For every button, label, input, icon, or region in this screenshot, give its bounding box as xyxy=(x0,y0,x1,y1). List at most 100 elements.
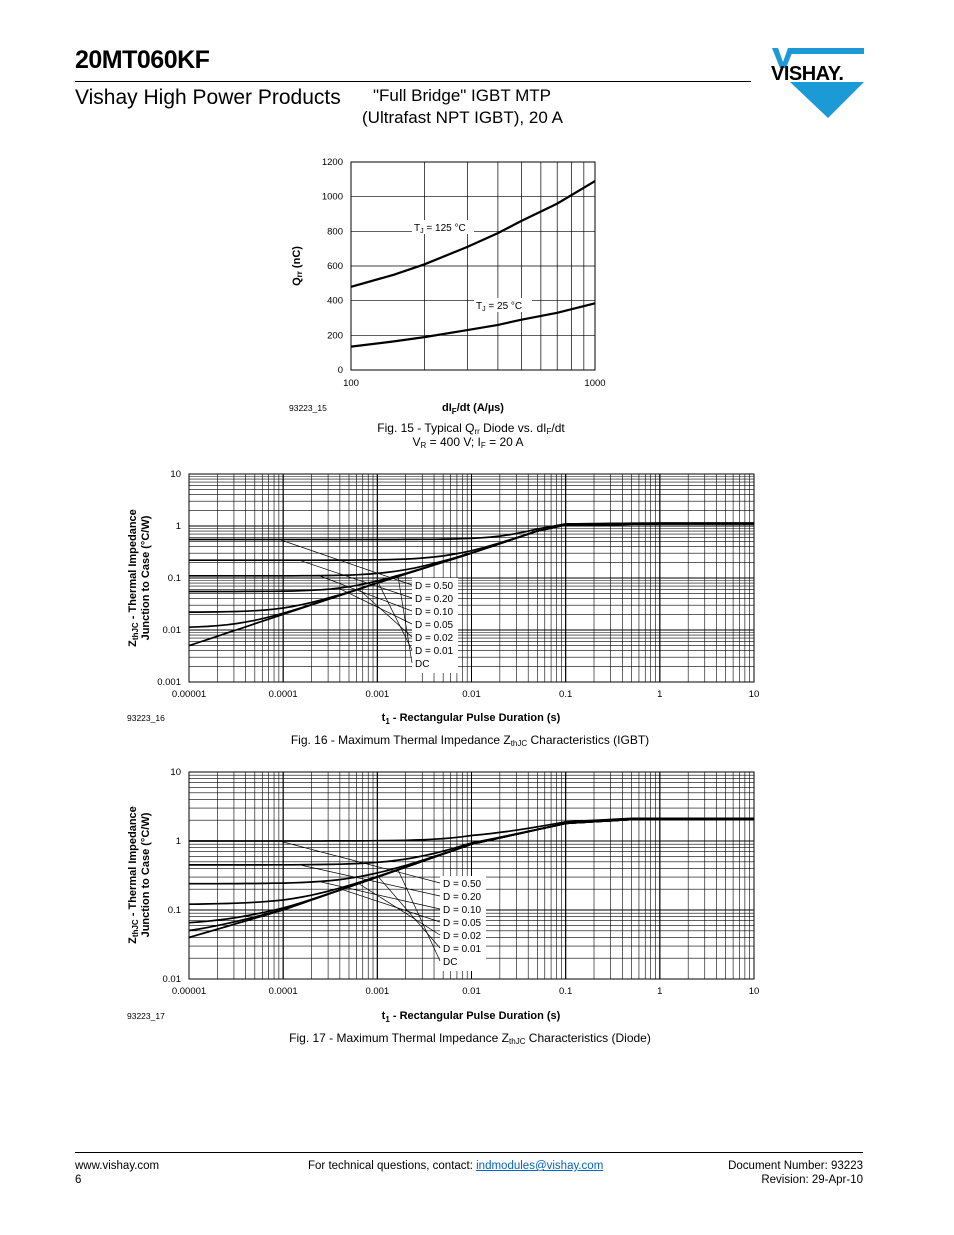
footer-rule xyxy=(75,1152,863,1153)
fig17-curve-dc xyxy=(188,818,754,939)
header-rule xyxy=(75,81,751,82)
fig17-curve-d-0-50 xyxy=(189,817,754,842)
fig17-legend-entry: DC xyxy=(443,957,457,968)
fig17-x-tick-label: 1 xyxy=(657,986,662,997)
product-title-line2: (Ultrafast NPT IGBT), 20 A xyxy=(362,108,563,127)
fig16-legend-entry: D = 0.02 xyxy=(415,633,454,644)
fig15-y-axis-label: Qrr (nC) xyxy=(291,246,304,286)
fig15-x-axis-label: dIF/dt (A/µs) xyxy=(442,402,504,416)
fig16-curve-dc xyxy=(188,522,754,647)
figure-16: D = 0.50 D = 0.20 D = 0.10 D = 0.05 D = 0.02… xyxy=(127,469,759,748)
fig16-legend-leader xyxy=(318,575,413,612)
logo-wordmark: VISHAY. xyxy=(771,63,843,85)
fig17-y-axis-label-line2: Junction to Case (°C/W) xyxy=(140,812,152,937)
fig16-grid xyxy=(188,473,755,683)
fig16-x-tick-label: 0.00001 xyxy=(172,689,206,700)
fig17-y-axis-label: ZthJC - Thermal Impedance xyxy=(127,806,140,944)
fig16-x-tick-label: 0.1 xyxy=(559,689,572,700)
fig16-legend-entry: D = 0.01 xyxy=(415,646,454,657)
fig17-x-tick-label: 0.01 xyxy=(462,986,481,997)
division-title: Vishay High Power Products xyxy=(75,86,341,109)
fig17-y-tick-label: 10 xyxy=(170,767,181,778)
fig15-line-tj125 xyxy=(350,180,596,288)
fig16-x-ticks: 0.00001 0.0001 0.001 0.01 0.1 1 10 xyxy=(172,689,759,700)
part-number: 20MT060KF xyxy=(75,46,210,74)
fig16-y-axis-label-line2: Junction to Case (°C/W) xyxy=(140,515,152,640)
fig17-legend-leader xyxy=(299,864,441,897)
footer-revision: Revision: 29-Apr-10 xyxy=(761,1174,863,1186)
contact-email-link[interactable]: indmodules@vishay.com xyxy=(476,1160,604,1172)
fig17-x-ticks: 0.00001 0.0001 0.001 0.01 0.1 1 10 xyxy=(172,986,759,997)
fig15-y-tick-label: 800 xyxy=(327,226,343,237)
fig17-legend-entry: D = 0.20 xyxy=(443,892,482,903)
fig17-legend-leader xyxy=(318,881,441,910)
fig15-caption: Fig. 15 - Typical Qrr Diode vs. dIF/dt xyxy=(377,421,565,436)
fig15-x-tick-label: 1000 xyxy=(584,378,605,389)
fig17-legend: D = 0.50 D = 0.20 D = 0.10 D = 0.05 D = 0.02… xyxy=(279,840,486,971)
fig16-y-tick-label: 0.001 xyxy=(157,677,181,688)
footer-contact: For technical questions, contact: indmod… xyxy=(308,1160,603,1172)
fig15-caption-line2: VR = 400 V; IF = 20 A xyxy=(413,435,524,450)
logo-mark-left xyxy=(772,48,794,68)
fig16-x-tick-label: 0.01 xyxy=(462,689,481,700)
fig16-y-tick-label: 0.1 xyxy=(168,573,181,584)
fig15-x-tick-label: 100 xyxy=(343,378,359,389)
fig16-x-tick-label: 0.0001 xyxy=(269,689,298,700)
fig17-y-tick-label: 0.1 xyxy=(168,905,181,916)
fig17-legend-entry: D = 0.02 xyxy=(443,931,482,942)
fig15-series-label-25: TJ = 25 °C xyxy=(476,301,522,313)
fig16-legend-leader xyxy=(358,588,413,638)
fig16-x-tick-label: 0.001 xyxy=(365,689,389,700)
fig15-y-ticks: 0 200 400 600 800 1000 1200 xyxy=(322,157,343,376)
fig15-x-ticks: 100 1000 xyxy=(343,378,606,389)
fig17-x-tick-label: 0.1 xyxy=(559,986,572,997)
fig15-series xyxy=(350,180,596,348)
fig17-x-tick-label: 0.0001 xyxy=(269,986,298,997)
fig17-legend-leader xyxy=(279,840,441,884)
figure-15: 0 200 400 600 800 1000 1200 100 1000 TJ = 125 °… xyxy=(289,157,606,450)
fig17-series xyxy=(188,817,754,939)
fig16-y-axis-label: ZthJC - Thermal Impedance xyxy=(127,509,140,647)
fig17-y-tick-label: 1 xyxy=(176,836,181,847)
fig17-y-ticks: 0.01 0.1 1 10 xyxy=(163,767,182,985)
logo-bar-top xyxy=(790,48,864,54)
fig17-legend-entry: D = 0.10 xyxy=(443,905,482,916)
fig16-y-tick-label: 10 xyxy=(170,469,181,480)
fig16-y-tick-label: 0.01 xyxy=(163,625,182,636)
footer-document-number: Document Number: 93223 xyxy=(728,1160,863,1172)
fig16-legend-entry: D = 0.20 xyxy=(415,594,454,605)
fig17-legend-leader xyxy=(397,869,441,962)
fig16-x-tick-label: 1 xyxy=(657,689,662,700)
fig16-legend-leader xyxy=(377,582,413,651)
fig15-y-tick-label: 1200 xyxy=(322,157,343,168)
fig15-y-tick-label: 600 xyxy=(327,261,343,272)
fig16-x-axis-label: t1 - Rectangular Pulse Duration (s) xyxy=(382,712,561,726)
fig17-x-tick-label: 0.00001 xyxy=(172,986,206,997)
fig16-legend: D = 0.50 D = 0.20 D = 0.10 D = 0.05 D = 0.02… xyxy=(279,539,458,673)
fig17-x-tick-label: 10 xyxy=(749,986,760,997)
fig17-legend-entry: D = 0.05 xyxy=(443,918,482,929)
fig17-figure-id: 93223_17 xyxy=(127,1011,165,1021)
fig16-legend-entry: D = 0.10 xyxy=(415,607,454,618)
fig16-legend-leader xyxy=(338,587,413,625)
fig16-legend-entry: D = 0.50 xyxy=(415,581,454,592)
fig17-legend-leader xyxy=(338,888,441,923)
fig15-plot-frame xyxy=(350,161,596,371)
fig17-legend-entry: D = 0.50 xyxy=(443,879,482,890)
vishay-logo: VISHAY. xyxy=(771,48,864,118)
fig16-y-tick-label: 1 xyxy=(176,521,181,532)
fig15-line-tj25 xyxy=(350,302,596,348)
fig16-legend-entry: D = 0.05 xyxy=(415,620,454,631)
fig15-series-label-125: TJ = 125 °C xyxy=(414,223,466,235)
fig17-legend-leader xyxy=(378,876,441,949)
fig15-y-tick-label: 1000 xyxy=(322,192,343,203)
fig17-legend-entry: D = 0.01 xyxy=(443,944,482,955)
footer-page-number: 6 xyxy=(75,1174,82,1186)
logo-triangle xyxy=(790,82,864,118)
fig15-label-bg-25 xyxy=(474,298,532,312)
fig15-label-bg-125 xyxy=(412,220,474,234)
footer-website[interactable]: www.vishay.com xyxy=(75,1160,160,1172)
figure-17: D = 0.50 D = 0.20 D = 0.10 D = 0.05 D = 0.02… xyxy=(127,767,759,1046)
fig16-y-ticks: 0.001 0.01 0.1 1 10 xyxy=(157,469,181,688)
fig16-figure-id: 93223_16 xyxy=(127,713,165,723)
